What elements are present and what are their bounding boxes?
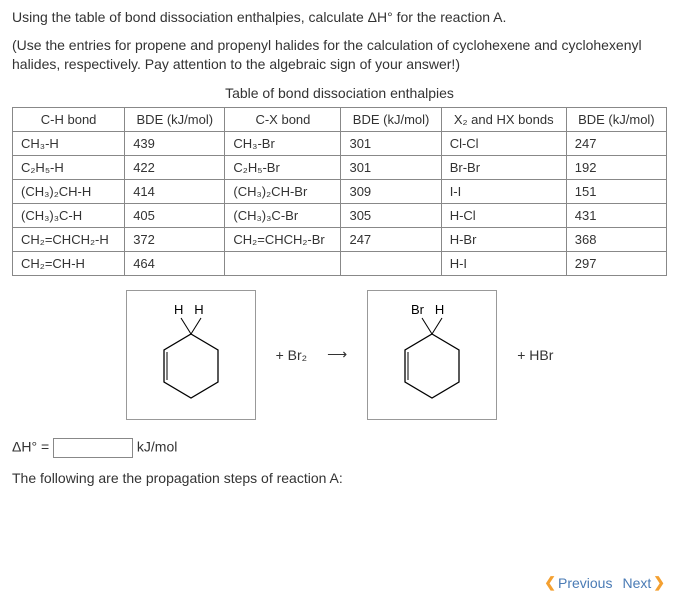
col-bde-1: BDE (kJ/mol) — [125, 107, 225, 131]
table-cell: 151 — [566, 179, 666, 203]
col-cx-bond: C-X bond — [225, 107, 341, 131]
table-cell: 301 — [341, 155, 441, 179]
reaction-arrow: ⟶ — [327, 346, 347, 363]
reactant-molecule: H H — [126, 290, 256, 420]
table-row: CH₂=CHCH₂-H372CH₂=CHCH₂-Br247H-Br368 — [13, 227, 667, 251]
table-cell: 247 — [341, 227, 441, 251]
table-title: Table of bond dissociation enthalpies — [12, 85, 667, 101]
table-cell: 431 — [566, 203, 666, 227]
delta-h-input[interactable] — [53, 438, 133, 458]
nav-buttons: Previous Next — [544, 574, 665, 591]
col-ch-bond: C-H bond — [13, 107, 125, 131]
table-cell: 405 — [125, 203, 225, 227]
table-row: (CH₃)₃C-H405(CH₃)₃C-Br305H-Cl431 — [13, 203, 667, 227]
table-cell: (CH₃)₃C-H — [13, 203, 125, 227]
table-cell: CH₂=CHCH₂-Br — [225, 227, 341, 251]
table-cell: I-I — [441, 179, 566, 203]
table-row: C₂H₅-H422C₂H₅-Br301Br-Br192 — [13, 155, 667, 179]
reaction-scheme: H H + Br₂ ⟶ Br H + HBr — [12, 290, 667, 420]
table-cell: H-Br — [441, 227, 566, 251]
table-cell: (CH₃)₃C-Br — [225, 203, 341, 227]
table-cell: H-Cl — [441, 203, 566, 227]
product-top-text: Br H — [411, 302, 444, 317]
table-cell: 247 — [566, 131, 666, 155]
table-cell: 309 — [341, 179, 441, 203]
intro-block: Using the table of bond dissociation ent… — [12, 8, 667, 75]
table-cell: 464 — [125, 251, 225, 275]
table-cell: CH₃-H — [13, 131, 125, 155]
table-cell: CH₃-Br — [225, 131, 341, 155]
product-molecule: Br H — [367, 290, 497, 420]
table-cell: CH₂=CH-H — [13, 251, 125, 275]
table-cell: CH₂=CHCH₂-H — [13, 227, 125, 251]
table-cell: (CH₃)₂CH-H — [13, 179, 125, 203]
col-x2-hx: X₂ and HX bonds — [441, 107, 566, 131]
table-cell: 439 — [125, 131, 225, 155]
table-row: (CH₃)₂CH-H414(CH₃)₂CH-Br309I-I151 — [13, 179, 667, 203]
table-cell: 372 — [125, 227, 225, 251]
table-cell — [225, 251, 341, 275]
col-bde-3: BDE (kJ/mol) — [566, 107, 666, 131]
next-button[interactable]: Next — [622, 574, 665, 591]
propagation-text: The following are the propagation steps … — [12, 470, 667, 486]
table-cell — [341, 251, 441, 275]
bde-table: C-H bond BDE (kJ/mol) C-X bond BDE (kJ/m… — [12, 107, 667, 276]
plus-hbr: + HBr — [517, 347, 553, 363]
table-cell: C₂H₅-H — [13, 155, 125, 179]
table-cell: 414 — [125, 179, 225, 203]
plus-br2: + Br₂ — [276, 347, 308, 363]
table-cell: 301 — [341, 131, 441, 155]
table-cell: C₂H₅-Br — [225, 155, 341, 179]
previous-button[interactable]: Previous — [544, 574, 612, 591]
table-row: CH₃-H439CH₃-Br301Cl-Cl247 — [13, 131, 667, 155]
intro-p1: Using the table of bond dissociation ent… — [12, 8, 667, 28]
table-cell: 305 — [341, 203, 441, 227]
table-cell: 192 — [566, 155, 666, 179]
col-bde-2: BDE (kJ/mol) — [341, 107, 441, 131]
table-cell: Cl-Cl — [441, 131, 566, 155]
table-cell: 422 — [125, 155, 225, 179]
table-cell: H-I — [441, 251, 566, 275]
table-cell: 368 — [566, 227, 666, 251]
delta-h-label: ΔH° = — [12, 438, 53, 454]
table-cell: Br-Br — [441, 155, 566, 179]
table-cell: (CH₃)₂CH-Br — [225, 179, 341, 203]
reactant-top-text: H H — [174, 302, 204, 317]
delta-h-unit: kJ/mol — [137, 438, 177, 454]
table-row: CH₂=CH-H464 H-I297 — [13, 251, 667, 275]
answer-row: ΔH° = kJ/mol — [12, 438, 667, 458]
intro-p2: (Use the entries for propene and propeny… — [12, 36, 667, 75]
table-cell: 297 — [566, 251, 666, 275]
